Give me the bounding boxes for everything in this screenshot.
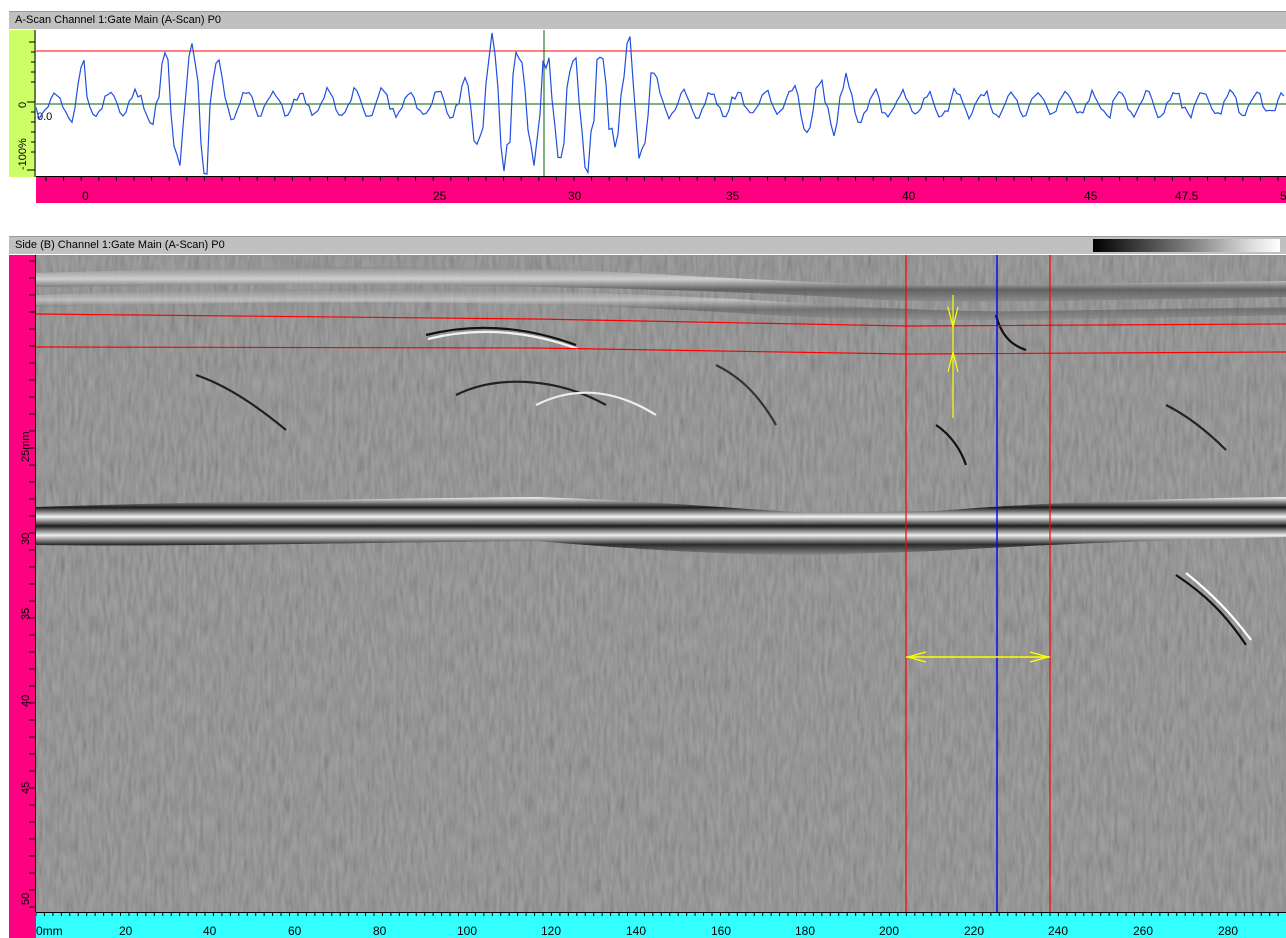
scan-label-200: 200 xyxy=(879,924,899,938)
scan-label-140: 140 xyxy=(626,924,646,938)
bscan-title: Side (B) Channel 1:Gate Main (A-Scan) P0 xyxy=(15,239,225,251)
ascan-ruler-ticks xyxy=(45,176,1279,181)
width-measurement[interactable] xyxy=(905,651,1051,663)
scan-label-60: 60 xyxy=(288,924,302,938)
bscan-title-bar: Side (B) Channel 1:Gate Main (A-Scan) P0 xyxy=(9,236,1286,254)
scan-label-160: 160 xyxy=(711,924,731,938)
depth-label-35: 35 xyxy=(20,608,32,620)
scan-label-80: 80 xyxy=(373,924,387,938)
ascan-ruler-label-35: 35 xyxy=(726,189,740,203)
bscan-corner xyxy=(9,912,36,938)
amp-label-zero: 0 xyxy=(17,102,29,108)
ascan-ruler-label-45: 45 xyxy=(1084,189,1098,203)
depth-label-40: 40 xyxy=(20,695,32,707)
ascan-plot[interactable]: 0.0 xyxy=(36,30,1286,177)
scan-label-220: 220 xyxy=(964,924,984,938)
ascan-amplitude-ruler[interactable]: 0 -100% xyxy=(9,30,36,177)
gate-start-line[interactable] xyxy=(36,313,1286,327)
scan-label-120: 120 xyxy=(541,924,561,938)
amplitude-ticks xyxy=(27,41,35,171)
ascan-ruler-label-5: 5 xyxy=(1280,189,1286,203)
depth-measurement[interactable] xyxy=(947,295,959,418)
bscan-noise-texture xyxy=(36,255,1286,912)
bscan-image[interactable] xyxy=(36,255,1286,912)
gate-end-line[interactable] xyxy=(36,346,1286,355)
palette-legend-bar[interactable] xyxy=(1093,239,1280,252)
surface-echo-band xyxy=(36,266,1286,302)
ascan-corner xyxy=(9,177,37,202)
depth-label-45: 45 xyxy=(20,782,32,794)
scan-label-20: 20 xyxy=(119,924,133,938)
bscan-depth-ruler[interactable]: 25mm 30 35 40 45 50 xyxy=(9,255,36,912)
scan-label-180: 180 xyxy=(795,924,815,938)
ascan-ruler-label-30: 30 xyxy=(568,189,582,203)
scan-label-0mm: 0mm xyxy=(36,924,63,938)
depth-label-25mm: 25mm xyxy=(20,431,32,462)
ascan-title-bar: A-Scan Channel 1:Gate Main (A-Scan) P0 xyxy=(9,11,1286,29)
scan-label-280: 280 xyxy=(1218,924,1238,938)
ascan-title: A-Scan Channel 1:Gate Main (A-Scan) P0 xyxy=(15,14,222,26)
amp-label-minus100: -100% xyxy=(17,138,29,170)
scan-ruler-ticks xyxy=(36,912,1279,916)
depth-ruler-ticks xyxy=(29,260,35,908)
scan-label-100: 100 xyxy=(457,924,477,938)
ascan-zero-label: 0.0 xyxy=(37,111,52,123)
ascan-ruler-label-47-5: 47.5 xyxy=(1175,189,1199,203)
scan-label-240: 240 xyxy=(1048,924,1068,938)
bscan-scan-ruler[interactable]: 0mm 20 40 60 80 100 120 140 160 180 200 … xyxy=(36,912,1286,938)
backwall-echo-band xyxy=(36,497,1286,555)
ascan-ruler-label-25: 25 xyxy=(433,189,447,203)
scan-label-260: 260 xyxy=(1133,924,1153,938)
surface-echo-band-2 xyxy=(36,289,1286,320)
ascan-ruler-label-40: 40 xyxy=(902,189,916,203)
scan-label-40: 40 xyxy=(203,924,217,938)
depth-label-50: 50 xyxy=(20,893,32,905)
depth-label-30: 30 xyxy=(20,533,32,545)
ascan-time-ruler[interactable]: 0 25 30 35 40 45 47.5 5 xyxy=(36,176,1286,203)
ascan-waveform xyxy=(36,32,1285,175)
ascan-ruler-label-0: 0 xyxy=(82,189,89,203)
